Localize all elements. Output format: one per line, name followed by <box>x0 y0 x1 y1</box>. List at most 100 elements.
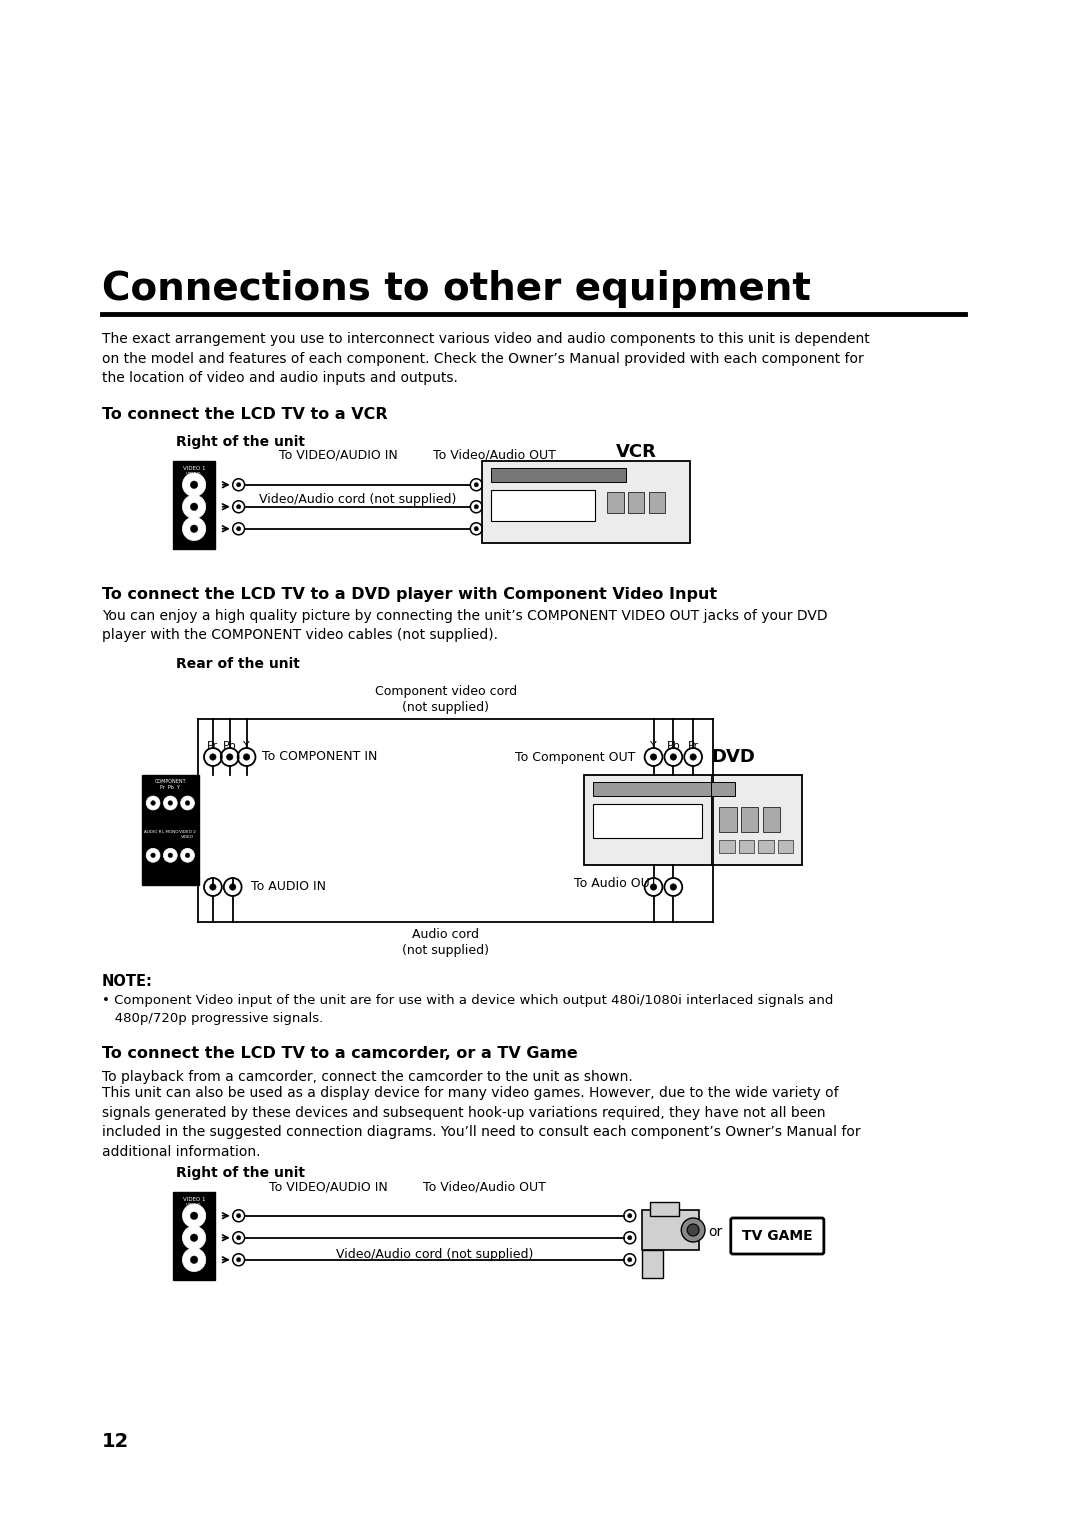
Circle shape <box>180 849 194 863</box>
Text: (not supplied): (not supplied) <box>402 701 489 715</box>
Text: To Audio OUT: To Audio OUT <box>575 876 658 890</box>
Text: To COMPONENT IN: To COMPONENT IN <box>262 750 378 764</box>
Bar <box>762 806 780 832</box>
Circle shape <box>183 1203 205 1228</box>
Circle shape <box>237 1214 241 1219</box>
Text: AUDIO: AUDIO <box>188 498 201 502</box>
Circle shape <box>163 796 177 809</box>
Text: Y: Y <box>243 741 249 751</box>
Text: Pr: Pr <box>207 741 218 751</box>
Circle shape <box>163 849 177 863</box>
Text: (not supplied): (not supplied) <box>402 944 489 957</box>
Bar <box>719 840 734 854</box>
Text: Right of the unit: Right of the unit <box>176 435 306 449</box>
Bar <box>739 840 754 854</box>
Text: • Component Video input of the unit are for use with a device which output 480i/: • Component Video input of the unit are … <box>102 994 834 1025</box>
Bar <box>642 1251 663 1278</box>
Text: VIDEO 1: VIDEO 1 <box>183 1197 205 1202</box>
Circle shape <box>190 1257 198 1263</box>
Text: To VIDEO/AUDIO IN: To VIDEO/AUDIO IN <box>269 1180 388 1193</box>
Text: To connect the LCD TV to a VCR: To connect the LCD TV to a VCR <box>102 408 388 421</box>
Circle shape <box>168 800 173 805</box>
Circle shape <box>190 502 198 510</box>
Bar <box>584 776 802 864</box>
Circle shape <box>186 800 190 805</box>
Circle shape <box>183 495 205 519</box>
Circle shape <box>183 1226 205 1249</box>
Bar <box>593 803 702 838</box>
Text: Audio cord: Audio cord <box>413 928 480 941</box>
Circle shape <box>687 1225 699 1235</box>
Text: or: or <box>708 1225 723 1238</box>
Bar <box>141 776 199 886</box>
Circle shape <box>230 884 235 890</box>
Bar <box>173 1193 215 1280</box>
Text: Y: Y <box>650 741 657 751</box>
Text: VIDEO 2
VIDEO: VIDEO 2 VIDEO <box>179 831 195 838</box>
Circle shape <box>183 473 205 496</box>
Circle shape <box>190 525 198 533</box>
Text: Video/Audio cord (not supplied): Video/Audio cord (not supplied) <box>259 493 457 505</box>
Circle shape <box>186 854 190 858</box>
Circle shape <box>146 849 160 863</box>
Bar <box>593 782 734 796</box>
Text: DVD: DVD <box>711 748 755 767</box>
Bar <box>649 1202 679 1215</box>
Circle shape <box>237 483 241 487</box>
Text: Connections to other equipment: Connections to other equipment <box>102 270 811 308</box>
Circle shape <box>237 527 241 531</box>
Bar <box>607 492 623 513</box>
Circle shape <box>190 1212 198 1220</box>
Circle shape <box>474 527 478 531</box>
Text: Pb: Pb <box>222 741 237 751</box>
Text: To Component OUT: To Component OUT <box>515 750 635 764</box>
Circle shape <box>690 754 697 760</box>
Circle shape <box>180 796 194 809</box>
Text: To connect the LCD TV to a DVD player with Component Video Input: To connect the LCD TV to a DVD player wi… <box>102 586 717 602</box>
Text: VIDEO: VIDEO <box>187 1203 202 1208</box>
Text: To VIDEO/AUDIO IN: To VIDEO/AUDIO IN <box>280 449 399 463</box>
Text: L MONO: L MONO <box>162 831 178 834</box>
Circle shape <box>627 1258 632 1261</box>
Text: L
MONO: L MONO <box>188 1249 200 1258</box>
Circle shape <box>210 754 216 760</box>
Text: To connect the LCD TV to a camcorder, or a TV Game: To connect the LCD TV to a camcorder, or… <box>102 1046 578 1061</box>
Circle shape <box>650 754 657 760</box>
Text: NOTE:: NOTE: <box>102 974 153 989</box>
Text: To AUDIO IN: To AUDIO IN <box>251 881 325 893</box>
Text: Video/Audio cord (not supplied): Video/Audio cord (not supplied) <box>336 1248 534 1261</box>
Text: 12: 12 <box>102 1432 130 1451</box>
Bar <box>758 840 773 854</box>
Bar <box>627 492 645 513</box>
Text: Pr  Pb  Y: Pr Pb Y <box>160 785 180 789</box>
Circle shape <box>183 1248 205 1272</box>
Circle shape <box>168 854 173 858</box>
Text: You can enjoy a high quality picture by connecting the unit’s COMPONENT VIDEO OU: You can enjoy a high quality picture by … <box>102 609 827 643</box>
Text: To Video/Audio OUT: To Video/Audio OUT <box>433 449 555 463</box>
Circle shape <box>190 481 198 489</box>
Bar <box>642 1209 699 1251</box>
Text: COMPONENT: COMPONENT <box>154 779 186 783</box>
Bar <box>490 467 625 483</box>
Circle shape <box>474 504 478 508</box>
Text: AUDIO R: AUDIO R <box>145 831 162 834</box>
Circle shape <box>627 1214 632 1219</box>
Circle shape <box>681 1219 705 1241</box>
Circle shape <box>151 854 156 858</box>
Text: Pb: Pb <box>666 741 680 751</box>
Text: The exact arrangement you use to interconnect various video and audio components: The exact arrangement you use to interco… <box>102 331 869 385</box>
Bar <box>741 806 758 832</box>
Text: This unit can also be used as a display device for many video games. However, du: This unit can also be used as a display … <box>102 1086 861 1159</box>
Circle shape <box>237 1235 241 1240</box>
Text: VIDEO: VIDEO <box>187 472 202 476</box>
Text: TV GAME: TV GAME <box>742 1229 812 1243</box>
Text: Right of the unit: Right of the unit <box>176 1167 306 1180</box>
Bar <box>173 461 215 550</box>
Bar <box>483 461 690 544</box>
Text: To Video/Audio OUT: To Video/Audio OUT <box>422 1180 545 1193</box>
Text: Component video cord: Component video cord <box>375 686 516 698</box>
Circle shape <box>243 754 249 760</box>
Circle shape <box>474 483 478 487</box>
Text: L
MONO: L MONO <box>188 518 200 527</box>
Circle shape <box>183 518 205 541</box>
